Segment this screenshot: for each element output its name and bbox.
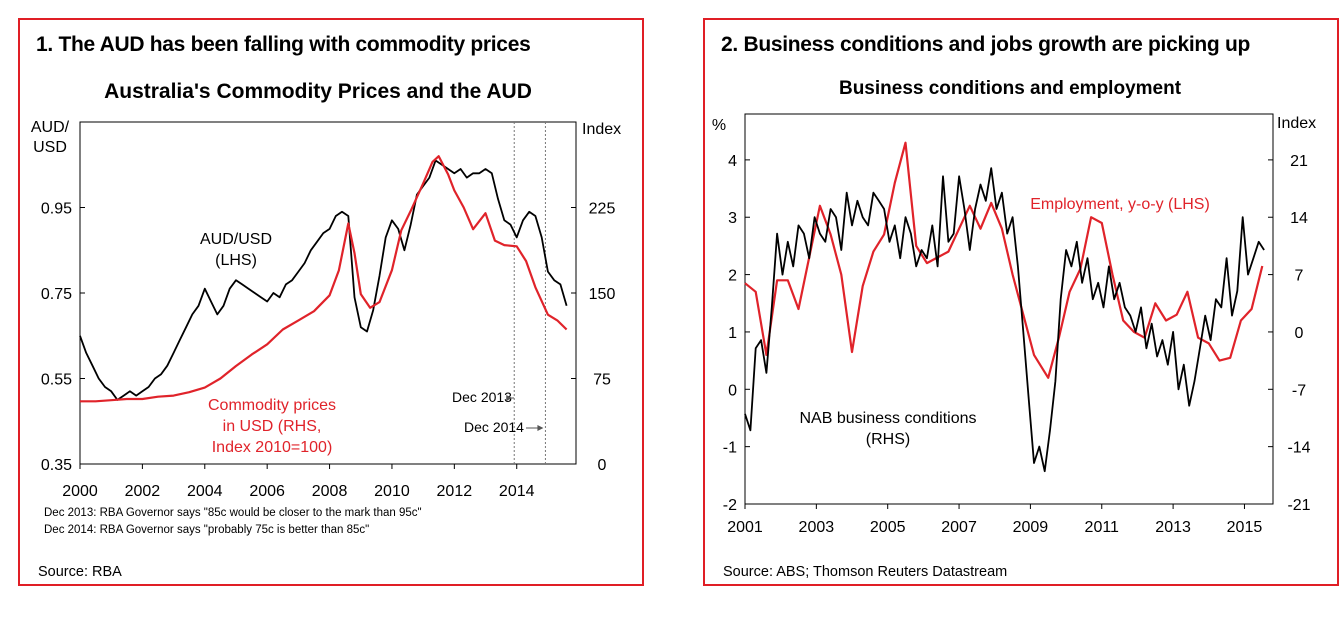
left-axis-label: USD	[33, 139, 67, 156]
left-tick-label: 0	[728, 382, 737, 399]
marker-label: Dec 2014	[464, 419, 524, 435]
x-tick-label: 2005	[870, 519, 906, 536]
right-tick-label: 225	[589, 201, 616, 218]
marker-arrowhead	[537, 425, 544, 431]
series-label: Employment, y-o-y (LHS)	[1030, 196, 1210, 213]
right-tick-label: 75	[593, 372, 611, 389]
x-tick-label: 2011	[1085, 519, 1120, 536]
left-tick-label: 3	[728, 210, 737, 227]
marker-arrowhead	[506, 395, 513, 401]
right-tick-label: -14	[1287, 440, 1310, 457]
series-line-red	[80, 155, 568, 403]
left-tick-label: 0.55	[41, 372, 72, 389]
chart-business-employment: Business conditions and employment% Index…	[712, 78, 1316, 536]
left-tick-label: 0.95	[41, 201, 72, 218]
x-tick-label: 2000	[62, 483, 98, 500]
left-axis-label: %	[712, 117, 726, 134]
right-tick-label: -21	[1287, 497, 1310, 514]
x-tick-label: 2009	[1013, 519, 1049, 536]
series-label: AUD/USD	[200, 231, 272, 248]
chart-title: Business conditions and employment	[839, 78, 1182, 99]
x-tick-label: 2015	[1227, 519, 1263, 536]
chart-panel-business-employment: 2. Business conditions and jobs growth a…	[703, 18, 1339, 586]
right-tick-label: 14	[1290, 210, 1308, 227]
left-tick-label: 0.75	[41, 286, 72, 303]
x-tick-label: 2002	[125, 483, 161, 500]
plot-frame	[744, 113, 1274, 505]
left-tick-label: 1	[728, 325, 737, 342]
x-tick-label: 2014	[499, 483, 535, 500]
series-line-red	[744, 141, 1264, 379]
chart-title: Australia's Commodity Prices and the AUD	[104, 80, 532, 103]
x-tick-label: 2001	[727, 519, 763, 536]
right-axis-label: Index	[1277, 115, 1316, 132]
series-label: (RHS)	[866, 431, 910, 448]
right-axis-label: Index	[582, 121, 621, 138]
left-tick-label: 0.35	[41, 457, 72, 474]
right-tick-label: 21	[1290, 153, 1308, 170]
source-note: Source: RBA	[38, 564, 122, 580]
series-label: Commodity prices	[208, 397, 336, 414]
x-tick-label: 2010	[374, 483, 410, 500]
right-tick-label: 150	[589, 286, 616, 303]
right-tick-label: -7	[1292, 382, 1306, 399]
panel-heading: 1. The AUD has been falling with commodi…	[36, 33, 531, 56]
x-tick-label: 2006	[249, 483, 285, 500]
x-tick-label: 2003	[799, 519, 835, 536]
left-tick-label: -1	[723, 440, 737, 457]
series-line-black	[744, 167, 1265, 473]
right-tick-label: 0	[1295, 325, 1304, 342]
left-tick-label: -2	[723, 497, 737, 514]
x-tick-label: 2008	[312, 483, 348, 500]
left-tick-label: 2	[728, 268, 737, 285]
series-label: (LHS)	[215, 252, 257, 269]
x-tick-label: 2004	[187, 483, 223, 500]
footnote-dec-2013: Dec 2013: RBA Governor says "85c would b…	[44, 507, 422, 519]
right-tick-label: 0	[598, 457, 607, 474]
x-tick-label: 2012	[437, 483, 473, 500]
panel-heading: 2. Business conditions and jobs growth a…	[721, 33, 1251, 56]
chart-panel-commodity-aud: 1. The AUD has been falling with commodi…	[18, 18, 644, 586]
left-axis-label: AUD/	[31, 119, 70, 136]
series-line-black	[79, 159, 568, 401]
left-tick-label: 4	[728, 153, 737, 170]
series-label: in USD (RHS,	[223, 418, 322, 435]
series-label: NAB business conditions	[800, 410, 977, 427]
marker-label: Dec 2013	[452, 389, 512, 405]
chart-commodity-aud: Australia's Commodity Prices and the AUD…	[31, 80, 621, 500]
right-tick-label: 7	[1295, 268, 1304, 285]
source-note: Source: ABS; Thomson Reuters Datastream	[723, 564, 1008, 580]
footnote-dec-2014: Dec 2014: RBA Governor says "probably 75…	[44, 524, 370, 536]
x-tick-label: 2013	[1155, 519, 1191, 536]
series-label: Index 2010=100)	[212, 439, 333, 456]
x-tick-label: 2007	[941, 519, 977, 536]
